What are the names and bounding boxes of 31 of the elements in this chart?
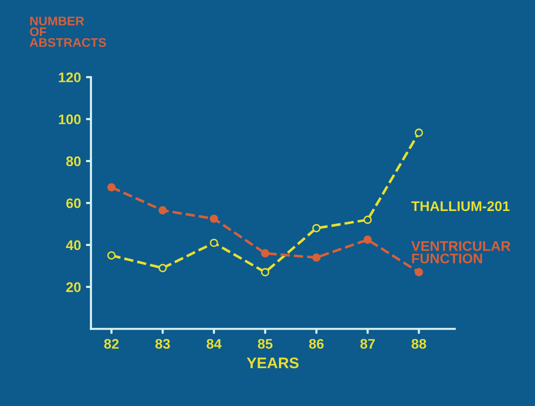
- point: [414, 268, 424, 276]
- x-axis-title: YEARS: [246, 357, 299, 368]
- x-tick-label: 88: [412, 338, 426, 349]
- point: [210, 238, 218, 248]
- point: [107, 251, 116, 260]
- y-tick-label: 60: [66, 198, 81, 208]
- y-tick-label: 120: [58, 72, 81, 82]
- point: [260, 249, 270, 258]
- y-tick-label: 100: [58, 114, 81, 124]
- point: [210, 214, 218, 223]
- x-tick-label: 82: [104, 338, 119, 349]
- point: [312, 253, 321, 262]
- point: [363, 216, 372, 224]
- point: [363, 236, 372, 244]
- point: [158, 206, 167, 215]
- y-tick-label: 20: [66, 282, 81, 292]
- point: [107, 183, 116, 192]
- point: [312, 224, 321, 232]
- point: [158, 264, 167, 272]
- point: [260, 268, 270, 276]
- x-tick-label: 83: [155, 338, 170, 349]
- point: [414, 128, 424, 137]
- series-label: VENTRICULAR FUNCTION: [411, 241, 510, 264]
- text: THALLIUM-201: [411, 201, 510, 212]
- x-tick-label: 84: [206, 338, 222, 349]
- y-tick-label: 80: [66, 156, 81, 166]
- x-tick-label: 85: [258, 338, 272, 349]
- x-tick-label: 86: [309, 338, 324, 349]
- y-tick-label: 40: [66, 240, 81, 250]
- y-axis-title: NUMBER OF ABSTRACTS: [30, 16, 106, 47]
- x-tick-label: 87: [360, 338, 375, 349]
